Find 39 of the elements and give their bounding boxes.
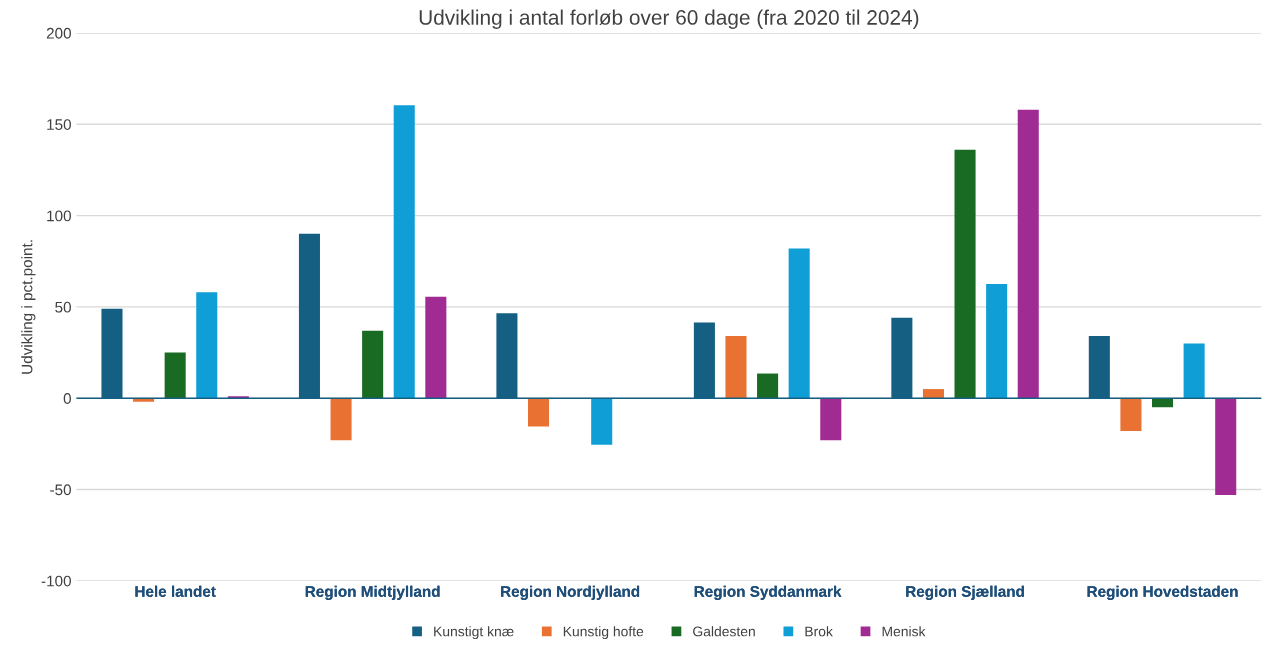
bar [757, 373, 779, 399]
y-tick-label: 50 [55, 301, 71, 313]
y-axis-title: Udvikling i pct.point. [21, 240, 36, 374]
legend-label: Kunstig hofte [563, 626, 644, 640]
bar [788, 248, 810, 399]
legend-label: Menisk [882, 626, 926, 637]
legend-label: Galdesten [693, 626, 755, 637]
legend-label: Kunstigt knæ [434, 626, 514, 640]
bar [820, 398, 842, 441]
bar [922, 389, 944, 399]
x-tick-label: Region Hovedstaden [1087, 585, 1238, 600]
bar [591, 398, 613, 445]
y-tick-label: 150 [47, 119, 71, 130]
bar [393, 105, 415, 399]
bar [164, 352, 186, 399]
bar [1017, 109, 1039, 399]
bar [527, 398, 550, 427]
y-tick-label: -100 [41, 575, 71, 587]
bar [1215, 398, 1237, 495]
y-tick-label: 200 [46, 27, 71, 39]
bar [1183, 343, 1205, 399]
bar [725, 336, 747, 399]
bar [954, 149, 976, 399]
chart-title: Udvikling i antal forløb over 60 dage (fra 2020 til 2024) [419, 9, 919, 29]
x-tick-label: Region Sjælland [906, 585, 1024, 600]
y-tick-label: 0 [63, 393, 71, 404]
bar [196, 292, 218, 399]
bar [986, 284, 1008, 399]
y-tick-label: -50 [50, 484, 71, 496]
x-tick-label: Hele landet [135, 585, 216, 597]
bar [1120, 398, 1142, 432]
bar [362, 330, 384, 399]
x-tick-label: Region Nordjylland [501, 585, 640, 600]
legend-label: Brok [805, 626, 833, 637]
bar [330, 398, 352, 441]
x-tick-label: Region Midtjylland [305, 585, 440, 600]
y-tick-label: 100 [47, 210, 71, 222]
bar [425, 296, 447, 399]
x-tick-label: Region Syddanmark [694, 585, 842, 600]
